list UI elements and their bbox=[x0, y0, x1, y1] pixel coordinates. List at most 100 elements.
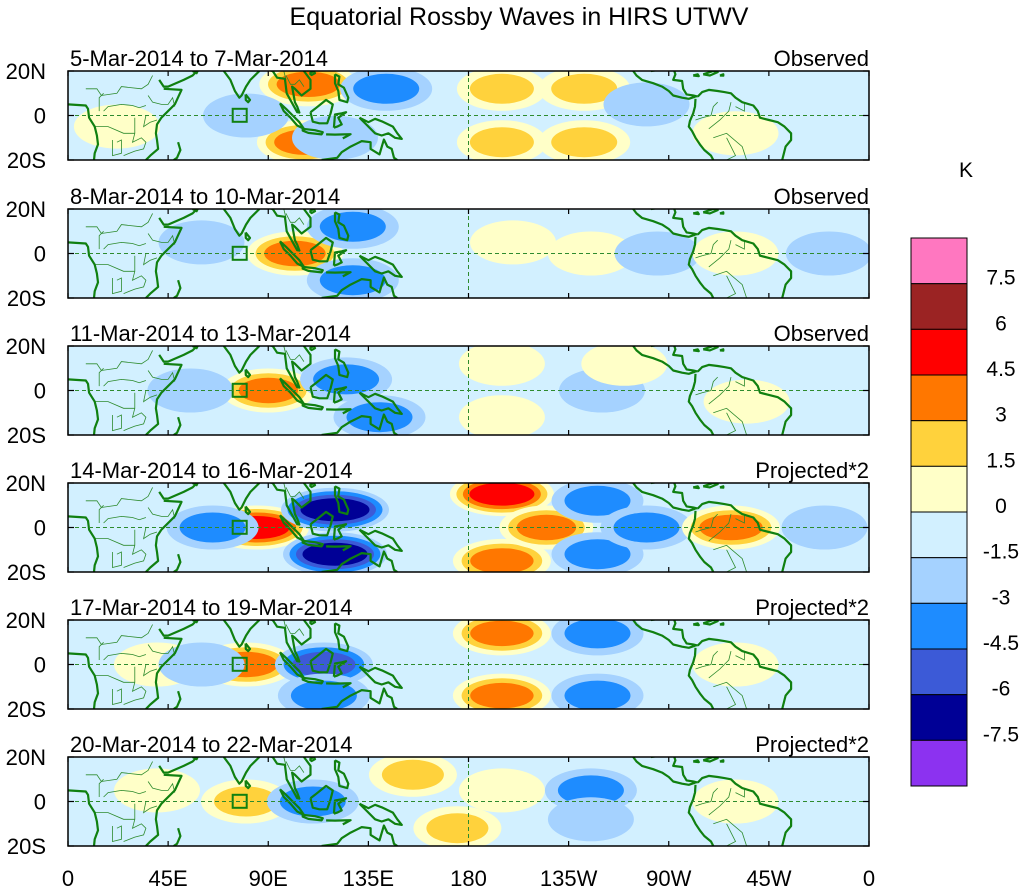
colorbar-swatch bbox=[910, 420, 968, 467]
colorbar-swatch bbox=[910, 465, 968, 513]
coastline bbox=[173, 690, 182, 709]
coastline bbox=[696, 500, 793, 572]
coastline bbox=[68, 103, 100, 160]
anomaly-contour bbox=[551, 127, 618, 158]
coastline bbox=[358, 665, 403, 690]
panel-date-range: 8-Mar-2014 to 10-Mar-2014 bbox=[70, 184, 340, 209]
coastline bbox=[358, 528, 403, 553]
lon-label: 180 bbox=[450, 866, 487, 890]
coastline bbox=[332, 386, 348, 404]
coastline bbox=[321, 276, 398, 298]
coastline bbox=[68, 241, 100, 298]
coastline bbox=[687, 510, 715, 572]
coastline bbox=[632, 209, 696, 238]
coastline bbox=[687, 373, 715, 435]
country-border bbox=[735, 514, 745, 524]
country-border bbox=[143, 390, 158, 403]
anomaly-contour bbox=[613, 512, 680, 543]
country-border bbox=[147, 644, 176, 656]
anomaly-contour bbox=[313, 364, 380, 395]
lat-label: 0 bbox=[34, 242, 46, 267]
coastline bbox=[244, 642, 252, 653]
coastline bbox=[244, 231, 252, 242]
coastline bbox=[268, 209, 312, 252]
coastline bbox=[650, 209, 698, 236]
colorbar-units-label: K bbox=[959, 159, 973, 182]
coastline bbox=[696, 774, 793, 846]
coastline bbox=[301, 265, 324, 274]
country-border bbox=[143, 253, 158, 266]
coastline bbox=[68, 515, 100, 572]
country-border bbox=[94, 538, 135, 546]
colorbar-label: 0 bbox=[995, 495, 1007, 518]
country-border bbox=[283, 209, 287, 218]
lat-label: 0 bbox=[34, 379, 46, 404]
figure-title: Equatorial Rossby Waves in HIRS UTWV bbox=[290, 3, 749, 31]
coastline bbox=[173, 279, 182, 298]
coastline bbox=[692, 759, 700, 764]
coastline bbox=[333, 211, 350, 242]
coastline bbox=[158, 346, 198, 363]
coastline bbox=[650, 757, 698, 784]
map-panel: 20N 0 20S 20-Mar-2014 to 22-Mar-2014 Project… bbox=[6, 732, 870, 859]
coastline bbox=[687, 784, 715, 846]
coastline bbox=[244, 779, 252, 790]
anomaly-contour bbox=[353, 73, 420, 104]
coastline bbox=[222, 757, 261, 785]
coastlines bbox=[68, 209, 793, 298]
colorbar-label: -1.5 bbox=[983, 541, 1019, 564]
coastline bbox=[309, 784, 334, 811]
anomaly-contour bbox=[564, 485, 631, 516]
country-border bbox=[143, 801, 158, 814]
coastline bbox=[650, 483, 698, 510]
anomaly-contour bbox=[547, 231, 634, 276]
colorbar-label: -3 bbox=[992, 586, 1011, 609]
country-border bbox=[112, 139, 122, 157]
map-panel: 20N 0 20S 11-Mar-2014 to 13-Mar-2014 Observe… bbox=[6, 321, 870, 448]
coastline bbox=[333, 348, 350, 379]
coastline bbox=[301, 676, 324, 685]
lon-label: 45W bbox=[746, 866, 791, 890]
country-border bbox=[708, 514, 732, 542]
lon-label: 90E bbox=[249, 866, 288, 890]
coastline bbox=[68, 378, 100, 435]
country-border bbox=[283, 71, 287, 80]
country-border bbox=[112, 414, 122, 432]
country-border bbox=[85, 624, 153, 645]
anomaly-contour bbox=[603, 82, 690, 127]
country-border bbox=[103, 103, 147, 112]
colorbar: K 7.5 6 4.5 3 1.5 0 -1.5 -3 -4.5 -6 -7.5 bbox=[910, 159, 1019, 787]
country-border bbox=[283, 346, 287, 355]
coastline bbox=[222, 71, 261, 99]
country-border bbox=[103, 378, 147, 387]
country-border bbox=[94, 126, 135, 134]
coastline bbox=[719, 211, 725, 215]
country-border bbox=[85, 350, 153, 371]
anomaly-contour bbox=[346, 402, 413, 433]
coastline bbox=[173, 553, 182, 572]
coastline bbox=[632, 757, 696, 786]
lat-label: 20N bbox=[6, 745, 46, 770]
lat-label: 20S bbox=[7, 560, 46, 585]
coastline bbox=[268, 620, 312, 663]
coastline bbox=[145, 636, 183, 709]
country-border bbox=[708, 102, 732, 130]
coastline bbox=[301, 539, 324, 548]
country-border bbox=[695, 787, 718, 807]
coastline bbox=[719, 348, 725, 352]
country-border bbox=[85, 761, 153, 782]
coastline bbox=[692, 485, 700, 490]
coastline bbox=[145, 225, 183, 298]
anomaly-contour bbox=[458, 395, 545, 435]
coastline bbox=[333, 485, 350, 516]
country-border bbox=[143, 527, 158, 540]
country-border bbox=[143, 664, 158, 677]
coastline bbox=[696, 363, 793, 435]
coastline bbox=[326, 819, 352, 826]
lat-label: 20N bbox=[6, 608, 46, 633]
colorbar-label: 7.5 bbox=[986, 267, 1015, 290]
country-border bbox=[735, 102, 745, 112]
country-border bbox=[103, 515, 147, 524]
country-border bbox=[735, 377, 745, 387]
